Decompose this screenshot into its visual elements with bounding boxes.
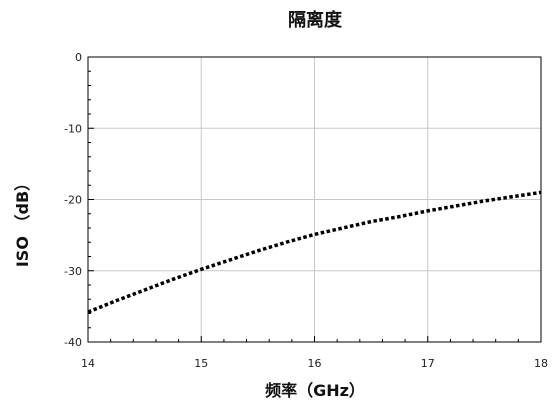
y-tick-label-1: -10 [64,122,82,135]
chart-title: 隔离度 [288,9,343,31]
y-tick-label-4: -40 [64,336,82,349]
x-tick-label-3: 17 [421,357,435,370]
y-tick-label-2: -20 [64,194,82,207]
x-tick-label-0: 14 [81,357,95,370]
x-axis-label: 频率（GHz） [265,381,365,400]
y-tick-label-0: 0 [75,51,82,64]
y-axis-label: ISO （dB） [13,175,32,267]
grid [88,57,541,342]
x-tick-label-2: 16 [308,357,322,370]
x-tick-labels: 14 15 16 17 18 [81,357,548,370]
y-tick-label-3: -30 [64,265,82,278]
series-line [87,190,542,314]
x-tick-label-1: 15 [194,357,208,370]
x-tick-label-4: 18 [534,357,548,370]
minor-ticks [87,56,542,343]
y-tick-labels: 0 -10 -20 -30 -40 [64,51,82,349]
